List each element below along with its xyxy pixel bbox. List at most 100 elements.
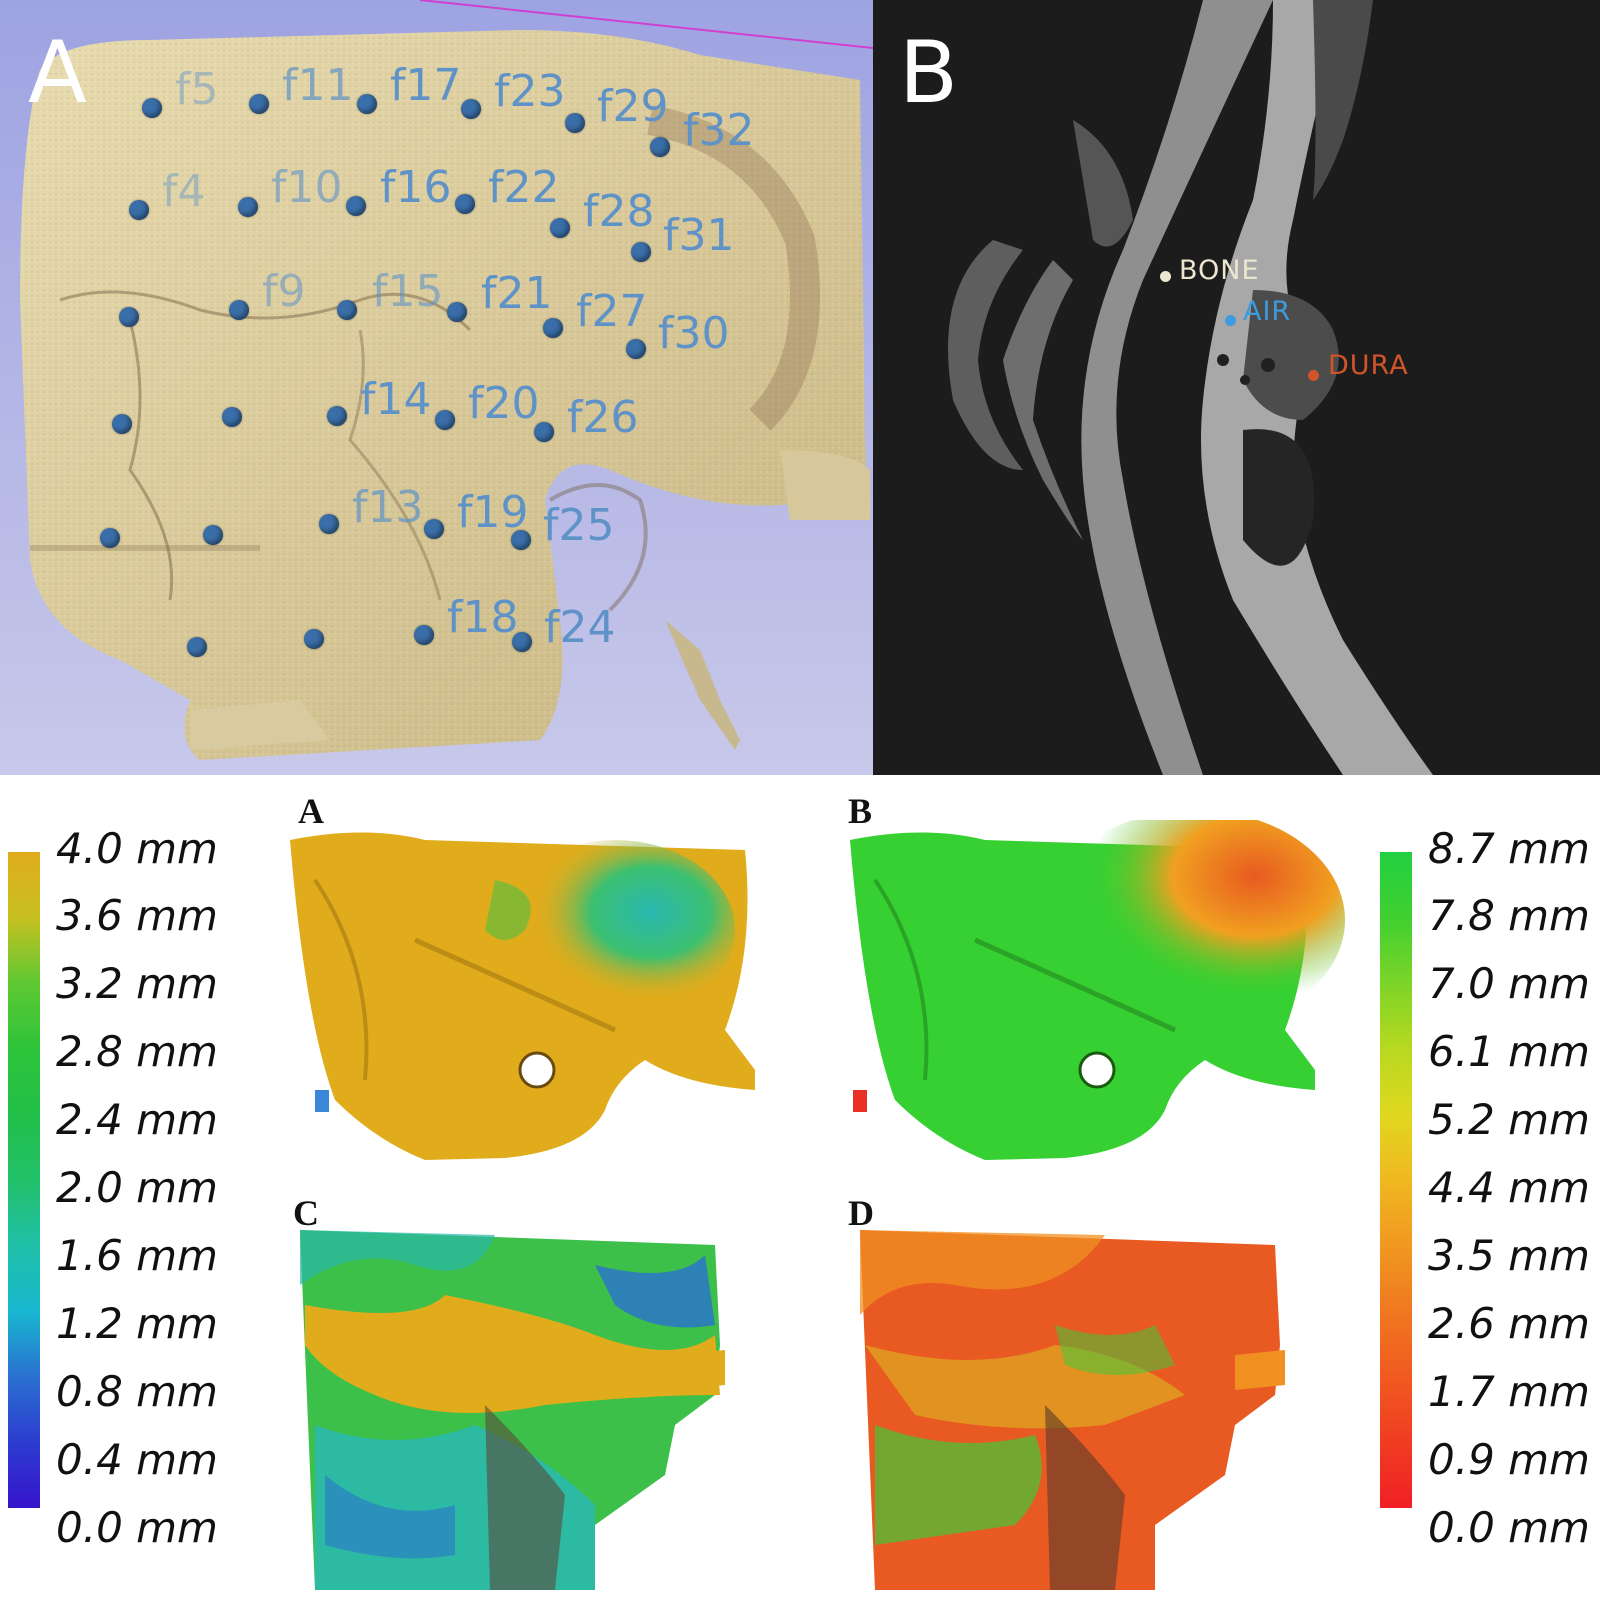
- right-scale-label: 6.1 mm: [1428, 1027, 1590, 1076]
- fiducial-label: f4: [162, 166, 206, 217]
- fiducial-marker[interactable]: [455, 194, 475, 214]
- fiducial-marker[interactable]: [626, 339, 646, 359]
- panel-b-letter: B: [899, 23, 958, 123]
- fiducial-marker[interactable]: [565, 113, 585, 133]
- right-scale-label: 3.5 mm: [1428, 1231, 1590, 1280]
- air-point[interactable]: [1225, 315, 1236, 326]
- air-label: AIR: [1243, 296, 1292, 327]
- fiducial-marker[interactable]: [534, 422, 554, 442]
- fiducial-marker[interactable]: [543, 318, 563, 338]
- fiducial-marker[interactable]: [304, 629, 324, 649]
- panel-a-3d-render: A f5 f11 f17 f23 f29 f32 f4 f10 f16 f22 …: [0, 0, 873, 775]
- dura-label: DURA: [1328, 350, 1409, 381]
- fiducial-marker[interactable]: [337, 300, 357, 320]
- right-scale-label: 4.4 mm: [1428, 1163, 1590, 1212]
- fiducial-label: f31: [663, 210, 735, 261]
- fiducial-marker[interactable]: [142, 98, 162, 118]
- fiducial-label: f26: [567, 392, 639, 443]
- map-d-letter: D: [848, 1193, 874, 1233]
- left-scale-label: 1.2 mm: [56, 1299, 218, 1348]
- fiducial-label: f23: [494, 66, 566, 117]
- fiducial-label: f16: [380, 162, 452, 213]
- fiducial-marker[interactable]: [203, 525, 223, 545]
- fiducial-marker[interactable]: [112, 414, 132, 434]
- map-c-thickness: [300, 1230, 725, 1590]
- fiducial-label: f9: [262, 266, 306, 317]
- fiducial-marker[interactable]: [631, 242, 651, 262]
- fiducial-marker[interactable]: [327, 406, 347, 426]
- fiducial-label: f19: [457, 487, 529, 538]
- fiducial-label: f11: [282, 60, 354, 111]
- fiducial-marker[interactable]: [512, 632, 532, 652]
- fiducial-label: f28: [583, 186, 655, 237]
- fiducial-marker[interactable]: [447, 302, 467, 322]
- fiducial-label: f21: [481, 268, 553, 319]
- fiducial-label: f24: [544, 602, 616, 653]
- fiducial-label: f30: [658, 308, 730, 359]
- fiducial-marker[interactable]: [650, 137, 670, 157]
- right-scale-label: 5.2 mm: [1428, 1095, 1590, 1144]
- map-d-thickness: [860, 1230, 1285, 1590]
- fiducial-marker[interactable]: [414, 625, 434, 645]
- fiducial-marker[interactable]: [461, 99, 481, 119]
- fiducial-label: f20: [468, 378, 540, 429]
- map-b-letter: B: [848, 791, 873, 831]
- fiducial-label: f14: [360, 374, 432, 425]
- fiducial-marker[interactable]: [187, 637, 207, 657]
- right-scale-label: 0.9 mm: [1428, 1435, 1590, 1484]
- fiducial-marker[interactable]: [229, 300, 249, 320]
- ct-image: [948, 0, 1433, 775]
- fiducial-marker[interactable]: [100, 528, 120, 548]
- right-scale-label: 2.6 mm: [1428, 1299, 1590, 1348]
- bone-label: BONE: [1179, 255, 1260, 286]
- left-scale-label: 0.8 mm: [56, 1367, 218, 1416]
- fiducial-label: f10: [271, 162, 343, 213]
- dura-point[interactable]: [1308, 370, 1319, 381]
- right-scale-label: 7.8 mm: [1428, 891, 1590, 940]
- skull-render: [20, 0, 873, 760]
- left-scale-label: 3.2 mm: [56, 959, 218, 1008]
- fiducial-label: f17: [390, 60, 462, 111]
- left-color-scale-bar: [8, 852, 40, 1508]
- right-scale-label: 1.7 mm: [1428, 1367, 1590, 1416]
- fiducial-marker[interactable]: [238, 197, 258, 217]
- fiducial-marker[interactable]: [129, 200, 149, 220]
- fiducial-marker[interactable]: [319, 514, 339, 534]
- left-scale-label: 0.4 mm: [56, 1435, 218, 1484]
- fiducial-label: f5: [175, 64, 219, 115]
- right-color-scale-bar: [1380, 852, 1412, 1508]
- right-scale-label: 8.7 mm: [1428, 824, 1590, 873]
- fiducial-marker[interactable]: [550, 218, 570, 238]
- map-a-letter: A: [298, 791, 324, 831]
- fiducial-label: f27: [576, 286, 648, 337]
- fiducial-label: f32: [683, 105, 755, 156]
- left-scale-label: 3.6 mm: [56, 891, 218, 940]
- left-scale-label: 2.8 mm: [56, 1027, 218, 1076]
- map-c-letter: C: [293, 1193, 319, 1233]
- fiducial-label: f25: [543, 500, 615, 551]
- fiducial-marker[interactable]: [357, 94, 377, 114]
- map-b-thickness: [850, 820, 1345, 1160]
- fiducial-marker[interactable]: [511, 530, 531, 550]
- left-scale-label: 2.4 mm: [56, 1095, 218, 1144]
- fiducial-marker[interactable]: [249, 94, 269, 114]
- left-scale-label: 4.0 mm: [56, 824, 218, 873]
- fiducial-marker[interactable]: [346, 196, 366, 216]
- fiducial-label: f29: [597, 81, 669, 132]
- map-a-thickness: [290, 832, 755, 1160]
- panel-b-ct-slice: B BONE AIR DURA: [873, 0, 1600, 775]
- fiducial-marker[interactable]: [424, 519, 444, 539]
- fiducial-label: f15: [372, 266, 444, 317]
- panel-a-letter: A: [28, 23, 87, 123]
- left-scale-label: 2.0 mm: [56, 1163, 218, 1212]
- left-scale-label: 1.6 mm: [56, 1231, 218, 1280]
- fiducial-label: f13: [352, 482, 424, 533]
- left-scale-label: 0.0 mm: [56, 1503, 218, 1552]
- fiducial-marker[interactable]: [435, 410, 455, 430]
- right-scale-label: 7.0 mm: [1428, 959, 1590, 1008]
- fiducial-marker[interactable]: [222, 407, 242, 427]
- fiducial-marker[interactable]: [119, 307, 139, 327]
- bone-point[interactable]: [1160, 271, 1171, 282]
- fiducial-label: f22: [488, 162, 560, 213]
- right-scale-label: 0.0 mm: [1428, 1503, 1590, 1552]
